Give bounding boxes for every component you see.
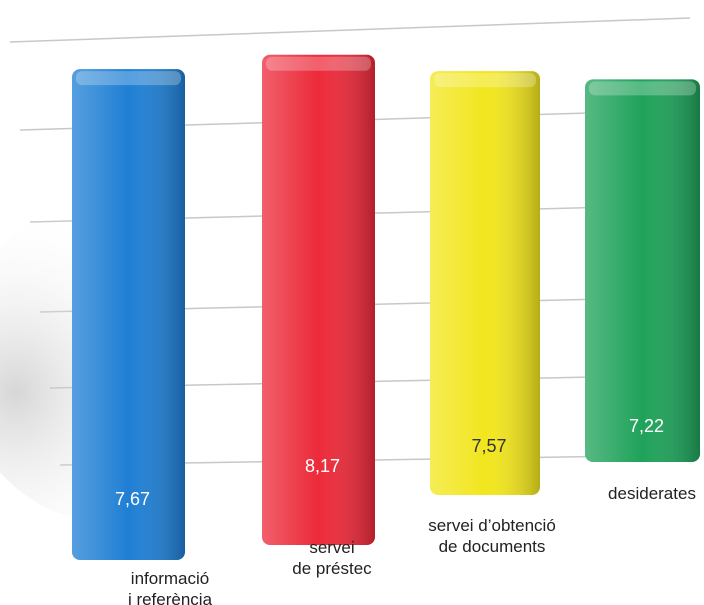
category-label: servei de préstec	[292, 538, 372, 578]
grid-line	[9, 17, 691, 43]
bar-top	[589, 81, 696, 96]
category-label: desiderates	[608, 484, 696, 503]
category-label: servei d’obtenció de documents	[428, 516, 556, 556]
bar-shading	[585, 79, 700, 462]
value-label: 8,17	[305, 456, 340, 476]
bar-top	[434, 73, 536, 88]
value-label: 7,67	[115, 489, 150, 509]
bar-shading	[430, 71, 540, 495]
value-label: 7,22	[629, 416, 664, 436]
value-label: 7,57	[471, 436, 506, 456]
bar-shading	[72, 69, 185, 561]
category-label: informació i referència	[127, 569, 213, 605]
bar-shading	[262, 54, 375, 546]
bar-top	[76, 71, 181, 86]
bar-top	[266, 56, 371, 71]
